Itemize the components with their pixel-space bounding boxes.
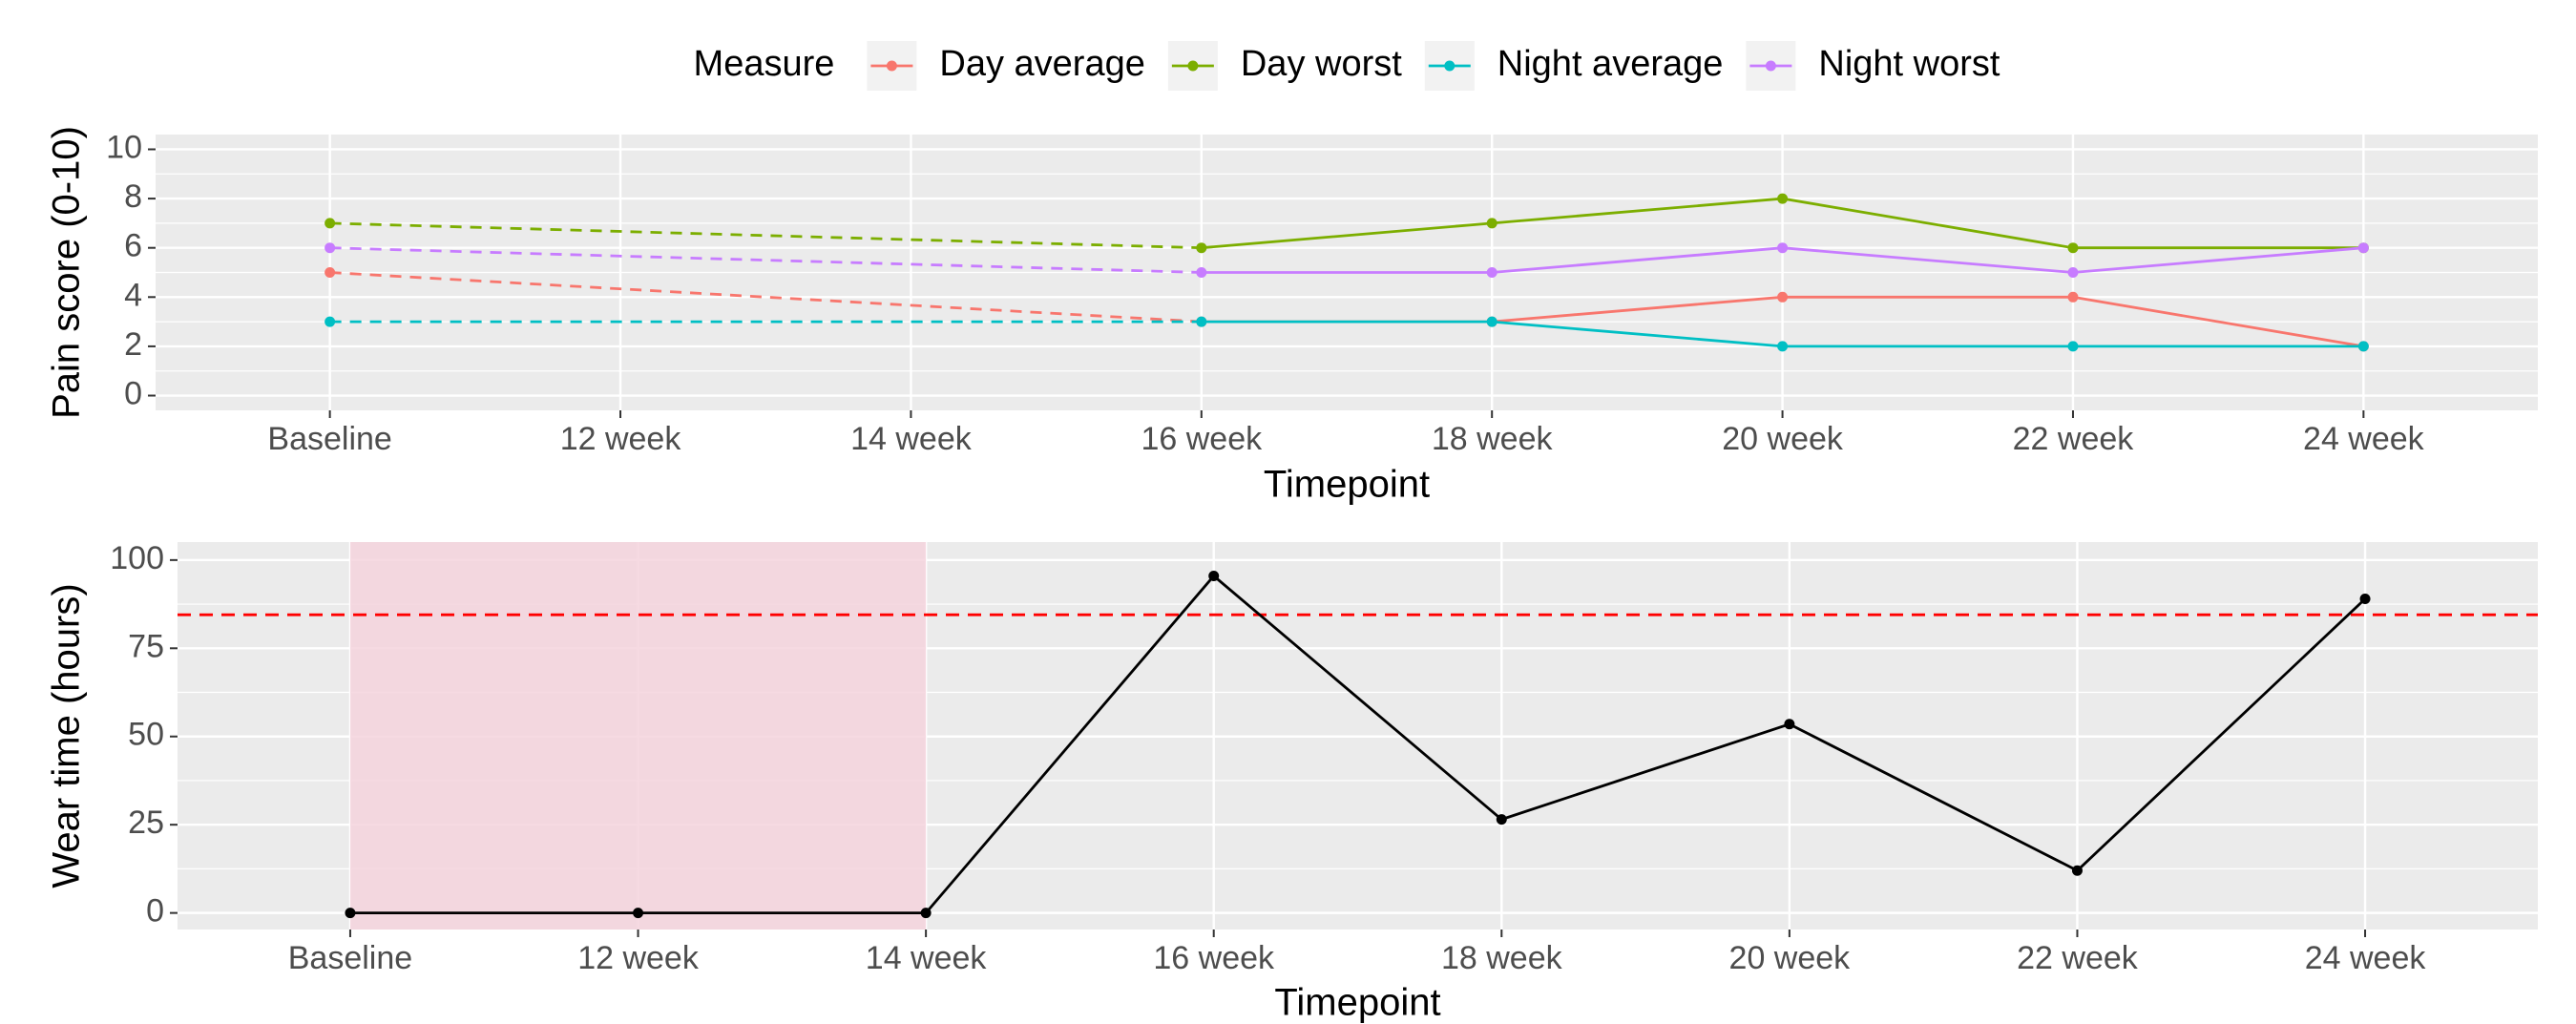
y-tick-label: 4 bbox=[124, 277, 142, 313]
x-tick-label: Baseline bbox=[267, 421, 391, 457]
data-point bbox=[1486, 316, 1497, 327]
data-point bbox=[2357, 242, 2369, 254]
data-point bbox=[1777, 193, 1789, 204]
data-point bbox=[1196, 316, 1207, 327]
data-point bbox=[1784, 719, 1795, 730]
data-point bbox=[325, 267, 336, 278]
x-tick-label: 16 week bbox=[1141, 421, 1263, 457]
data-point bbox=[345, 908, 356, 919]
legend-label: Night average bbox=[1497, 44, 1724, 84]
x-tick-label: 12 week bbox=[560, 421, 682, 457]
data-point bbox=[2071, 865, 2083, 876]
y-tick-label: 6 bbox=[124, 228, 142, 264]
x-tick-label: 24 week bbox=[2305, 940, 2427, 976]
data-point bbox=[633, 908, 644, 919]
x-axis-title: Timepoint bbox=[1264, 464, 1430, 506]
data-point bbox=[1496, 814, 1507, 825]
series-line bbox=[349, 574, 2367, 915]
data-point bbox=[1777, 242, 1789, 254]
y-tick-label: 10 bbox=[106, 129, 142, 165]
data-point bbox=[2067, 291, 2079, 303]
x-tick-label: 16 week bbox=[1153, 940, 1275, 976]
data-point bbox=[2067, 341, 2079, 352]
x-tick-label: 22 week bbox=[2017, 940, 2139, 976]
x-tick-label: 22 week bbox=[2013, 421, 2135, 457]
data-point bbox=[1486, 267, 1497, 278]
x-tick-label: 24 week bbox=[2303, 421, 2425, 457]
x-tick-label: 20 week bbox=[1722, 421, 1844, 457]
gap-connector bbox=[329, 271, 1202, 324]
data-point bbox=[2067, 267, 2079, 278]
data-point bbox=[325, 316, 336, 327]
y-axis-title: Pain score (0-10) bbox=[46, 126, 88, 419]
gap-connector bbox=[329, 221, 1202, 250]
x-tick-label: 12 week bbox=[577, 940, 700, 976]
shaded-region bbox=[349, 542, 927, 930]
data-point bbox=[325, 218, 336, 229]
y-tick-label: 25 bbox=[128, 805, 164, 841]
x-tick-label: 14 week bbox=[850, 421, 973, 457]
y-tick-label: 75 bbox=[128, 628, 164, 664]
y-axis-title: Wear time (hours) bbox=[46, 583, 88, 888]
data-point bbox=[920, 908, 932, 919]
legend-label: Day average bbox=[939, 44, 1144, 84]
x-tick-label: 18 week bbox=[1432, 421, 1554, 457]
legend-label: Day worst bbox=[1241, 44, 1402, 84]
y-tick-label: 0 bbox=[146, 893, 164, 930]
y-tick-label: 2 bbox=[124, 326, 142, 363]
x-tick-label: Baseline bbox=[288, 940, 412, 976]
data-point bbox=[2357, 341, 2369, 352]
y-tick-label: 100 bbox=[110, 540, 164, 576]
data-point bbox=[1777, 291, 1789, 303]
y-tick-label: 8 bbox=[124, 178, 142, 215]
data-point bbox=[1777, 341, 1789, 352]
legend-key-point bbox=[1765, 60, 1776, 72]
legend-key-point bbox=[1187, 60, 1199, 72]
y-tick-label: 0 bbox=[124, 376, 142, 412]
data-point bbox=[2359, 594, 2371, 605]
data-point bbox=[1196, 242, 1207, 254]
legend-key-point bbox=[886, 60, 897, 72]
x-tick-label: 18 week bbox=[1441, 940, 1563, 976]
x-tick-label: 14 week bbox=[866, 940, 988, 976]
legend-key-point bbox=[1444, 60, 1456, 72]
data-point bbox=[1486, 218, 1497, 229]
x-axis-title: Timepoint bbox=[1274, 982, 1440, 1024]
gap-connector bbox=[329, 246, 1202, 274]
data-point bbox=[2067, 242, 2079, 254]
legend: Measure Day average Day worst Night average… bbox=[694, 41, 2000, 91]
legend-title: Measure bbox=[694, 44, 835, 84]
legend-label: Night worst bbox=[1818, 44, 2000, 84]
y-tick-label: 50 bbox=[128, 717, 164, 753]
data-point bbox=[1208, 570, 1220, 581]
data-point bbox=[1196, 267, 1207, 278]
x-tick-label: 20 week bbox=[1729, 940, 1852, 976]
data-point bbox=[325, 242, 336, 254]
